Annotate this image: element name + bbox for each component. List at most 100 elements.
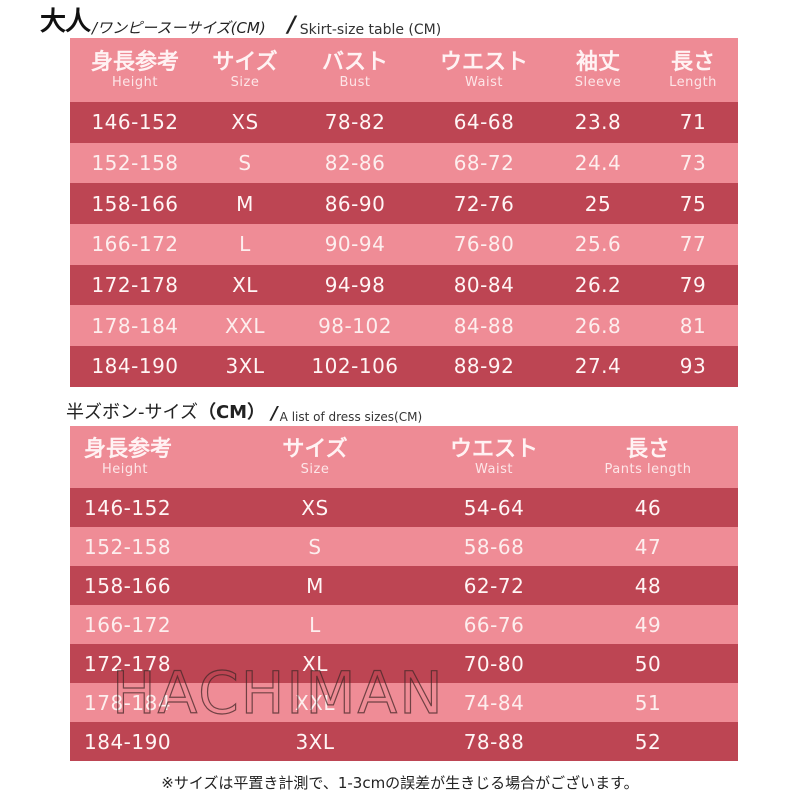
cell-height: 152-158 [84, 534, 172, 559]
header-label-jp: ウエスト [449, 436, 538, 462]
header-label-jp: 身長参考 [90, 49, 179, 75]
table-row: 166-172 L 66-76 49 [70, 605, 738, 644]
table-row: 178-184 XXL 74-84 51 [70, 683, 738, 722]
section1-title-big: 大人 [40, 7, 91, 37]
header-label-jp: サイズ [212, 49, 278, 75]
table-row: 172-178 XL 94-98 80-84 26.2 79 [70, 264, 738, 306]
cell-length: 73 [679, 151, 707, 176]
cell-size: XL [232, 273, 258, 298]
cell-bust: 94-98 [324, 273, 386, 298]
cell-height: 158-166 [84, 573, 172, 598]
cell-length: 46 [634, 495, 662, 520]
table-row: 152-158 S 58-68 47 [70, 527, 738, 566]
cell-height: 178-184 [84, 690, 172, 715]
cell-size: L [239, 232, 251, 257]
header-label-jp: サイズ [282, 436, 348, 462]
cell-length: 79 [679, 273, 707, 298]
cell-bust: 102-106 [311, 354, 399, 379]
header-label-jp: 長さ [625, 436, 670, 462]
footnote: ※サイズは平置き計測で、1-3cmの誤差が生きじる場合がございます。 [161, 774, 639, 792]
section2-title-slash: / [271, 403, 278, 424]
skirt-size-table: 身長参考 Height サイズ Size バスト Bust ウエスト Waist 袖丈 S… [70, 38, 738, 387]
cell-waist: 76-80 [453, 232, 515, 257]
cell-sleeve: 26.2 [574, 273, 622, 298]
table-row: 146-152 XS 78-82 64-68 23.8 71 [70, 102, 738, 143]
header-label-en: Height [112, 74, 158, 90]
cell-length: 81 [679, 313, 707, 338]
header-label-en: Height [102, 461, 148, 477]
cell-sleeve: 24.4 [574, 151, 622, 176]
cell-sleeve: 23.8 [574, 110, 622, 135]
header-label-jp: バスト [321, 49, 388, 75]
cell-size: S [238, 151, 252, 176]
cell-waist: 78-88 [463, 729, 525, 754]
section2-title-cm: （CM） [197, 402, 266, 423]
cell-waist: 66-76 [463, 612, 525, 637]
header-pants-length: 長さ Pants length [558, 426, 738, 488]
cell-size: XXL [224, 313, 266, 338]
cell-waist: 80-84 [453, 273, 515, 298]
watermark: HACHIMAN [111, 659, 445, 727]
cell-waist: 84-88 [453, 313, 515, 338]
cell-size: M [236, 191, 254, 216]
cell-length: 47 [634, 534, 662, 559]
cell-bust: 82-86 [324, 151, 386, 176]
table-header: 身長参考 Height サイズ Size バスト Bust ウエスト Waist 袖丈 S… [70, 38, 738, 102]
cell-waist: 64-68 [453, 110, 515, 135]
cell-height: 146-152 [91, 110, 179, 135]
cell-length: 48 [634, 573, 662, 598]
cell-height: 178-184 [91, 313, 179, 338]
cell-size: XS [231, 110, 259, 135]
table-row: 152-158 S 82-86 68-72 24.4 73 [70, 142, 738, 184]
section1-title-en: Skirt-size table (CM) [299, 22, 442, 38]
cell-length: 52 [634, 729, 662, 754]
table-row: 172-178 XL 70-80 50 [70, 644, 738, 683]
cell-height: 146-152 [84, 495, 172, 520]
cell-waist: 72-76 [453, 191, 515, 216]
cell-size: XXL [294, 690, 336, 715]
table-header: 身長参考 Height サイズ Size ウエスト Waist 長さ Pants len… [70, 426, 738, 488]
cell-sleeve: 25 [584, 191, 612, 216]
table-row: 158-166 M 86-90 72-76 25 75 [70, 183, 738, 225]
cell-length: 93 [679, 354, 707, 379]
cell-bust: 78-82 [324, 110, 386, 135]
section1-title-jp: /ワンピースーサイズ(CM) [92, 19, 266, 37]
cell-height: 152-158 [91, 151, 179, 176]
cell-bust: 90-94 [324, 232, 386, 257]
header-length: 長さ Length [648, 38, 738, 102]
cell-bust: 86-90 [324, 191, 386, 216]
table-row: 158-166 M 62-72 48 [70, 566, 738, 605]
header-sleeve: 袖丈 Sleeve [548, 38, 648, 102]
cell-size: 3XL [225, 354, 265, 379]
cell-sleeve: 27.4 [574, 354, 622, 379]
header-waist: ウエスト Waist [420, 38, 548, 102]
section1-title-slash: / [287, 13, 296, 38]
table-row: 166-172 L 90-94 76-80 25.6 77 [70, 224, 738, 265]
cell-bust: 98-102 [318, 313, 392, 338]
cell-height: 172-178 [91, 273, 179, 298]
header-label-jp: ウエスト [439, 49, 528, 75]
cell-waist: 58-68 [463, 534, 525, 559]
table-row: 184-190 3XL 102-106 88-92 27.4 93 [70, 346, 738, 387]
cell-size: L [309, 612, 321, 637]
header-label-en: Waist [465, 74, 503, 90]
header-height: 身長参考 Height [70, 426, 200, 488]
cell-length: 49 [634, 612, 662, 637]
header-label-en: Bust [339, 74, 371, 90]
cell-height: 166-172 [91, 232, 179, 257]
table-row: 146-152 XS 54-64 46 [70, 488, 738, 527]
cell-height: 172-178 [84, 651, 172, 676]
header-label-en: Waist [475, 461, 513, 477]
section2-title-jp: 半ズボン-サイズ [66, 402, 198, 423]
header-label-en: Length [669, 74, 717, 90]
header-label-en: Size [230, 74, 260, 90]
header-label-jp: 袖丈 [575, 49, 620, 75]
header-bust: バスト Bust [290, 38, 420, 102]
cell-waist: 54-64 [463, 495, 525, 520]
cell-length: 51 [634, 690, 662, 715]
cell-size: 3XL [295, 729, 335, 754]
cell-size: XS [301, 495, 329, 520]
section2-title: 半ズボン-サイズ （CM） / A list of dress sizes(CM… [66, 398, 422, 424]
cell-waist: 62-72 [463, 573, 525, 598]
cell-size: M [306, 573, 324, 598]
